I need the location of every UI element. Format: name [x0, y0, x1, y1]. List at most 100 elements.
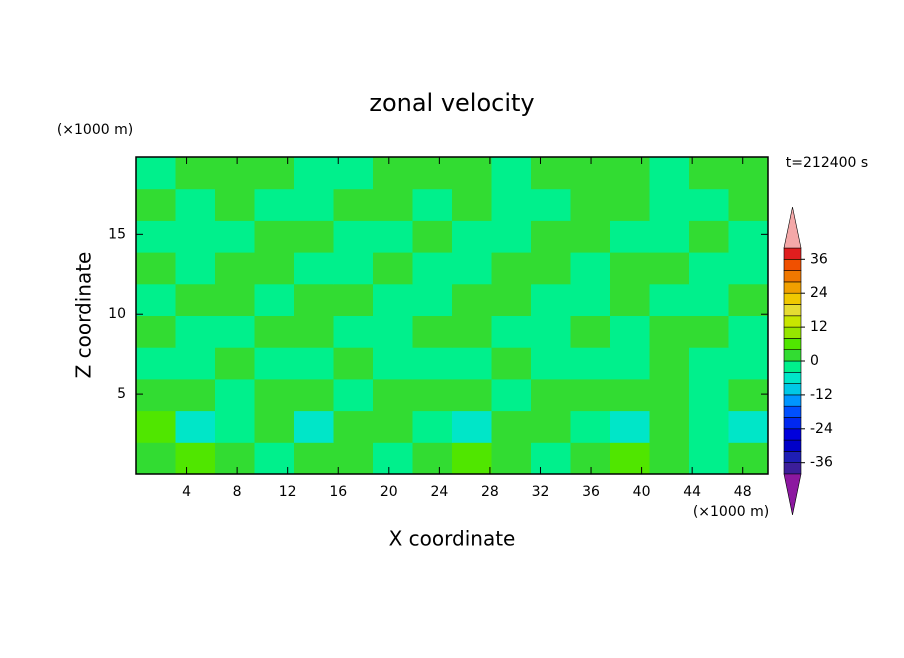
- colorbar-band: [783, 405, 802, 418]
- colorbar-tick-label: -24: [810, 421, 833, 437]
- contour-cell: [689, 283, 729, 316]
- contour-cell: [649, 252, 690, 285]
- contour-cell: [412, 378, 453, 412]
- colorbar-band: [783, 258, 802, 271]
- contour-cell: [333, 252, 374, 285]
- contour-cell: [491, 220, 532, 253]
- contour-cell: [531, 188, 571, 221]
- time-label: t=212400 s: [786, 155, 868, 171]
- contour-cell: [254, 220, 295, 253]
- contour-cell: [570, 347, 611, 380]
- contour-cell: [254, 157, 295, 190]
- contour-cell: [689, 410, 729, 443]
- contour-cell: [610, 188, 650, 221]
- contour-cell: [215, 378, 255, 412]
- contour-cell: [689, 378, 729, 412]
- contour-cell: [728, 410, 769, 443]
- contour-cell: [136, 378, 176, 412]
- contour-cell: [215, 315, 255, 348]
- colorbar-band: [783, 292, 802, 305]
- contour-cell: [412, 442, 453, 475]
- contour-cell: [333, 347, 374, 380]
- contour-cell: [570, 252, 611, 285]
- contour-cell: [531, 283, 571, 316]
- contour-cell: [649, 442, 690, 475]
- contour-cell: [452, 410, 492, 443]
- contour-cell: [689, 315, 729, 348]
- contour-cell: [254, 252, 295, 285]
- contour-cell: [373, 315, 413, 348]
- contour-cell: [728, 442, 769, 475]
- contour-cell: [175, 252, 216, 285]
- contour-cell: [175, 283, 216, 316]
- contour-cell: [649, 378, 690, 412]
- contour-cell: [689, 157, 729, 190]
- colorbar-low: [783, 473, 802, 516]
- y-tick-label: 5: [117, 386, 126, 402]
- contour-cell: [373, 410, 413, 443]
- contour-cell: [649, 410, 690, 443]
- contour-cell: [491, 188, 532, 221]
- contour-cell: [373, 252, 413, 285]
- contour-cell: [136, 188, 176, 221]
- contour-cell: [333, 188, 374, 221]
- x-tick-label: 16: [329, 484, 347, 500]
- contour-cell: [215, 220, 255, 253]
- colorbar-band: [783, 304, 802, 317]
- contour-cell: [649, 315, 690, 348]
- x-tick-label: 24: [430, 484, 448, 500]
- contour-cell: [136, 315, 176, 348]
- contour-cell: [254, 378, 295, 412]
- contour-cell: [412, 315, 453, 348]
- contour-cell: [491, 283, 532, 316]
- contour-cell: [531, 410, 571, 443]
- contour-cell: [175, 347, 216, 380]
- contour-cell: [294, 410, 334, 443]
- colorbar-band: [783, 281, 802, 294]
- contour-cell: [649, 220, 690, 253]
- contour-cell: [649, 283, 690, 316]
- colorbar-tick-label: 24: [810, 285, 828, 301]
- contour-cell: [610, 283, 650, 316]
- contour-cell: [294, 188, 334, 221]
- contour-cell: [610, 315, 650, 348]
- contour-cell: [412, 347, 453, 380]
- contour-cell: [649, 347, 690, 380]
- contour-cell: [215, 188, 255, 221]
- colorbar-band: [783, 270, 802, 283]
- contour-cell: [373, 188, 413, 221]
- contour-cell: [728, 188, 769, 221]
- contour-cell: [175, 442, 216, 475]
- contour-cell: [452, 442, 492, 475]
- contour-cell: [689, 347, 729, 380]
- contour-cell: [570, 157, 611, 190]
- colorbar-band: [783, 326, 802, 339]
- contour-cell: [215, 252, 255, 285]
- contour-cell: [570, 442, 611, 475]
- colorbar-band: [783, 349, 802, 362]
- contour-cell: [531, 347, 571, 380]
- x-tick-label: 28: [481, 484, 499, 500]
- contour-cell: [254, 188, 295, 221]
- colorbar-band: [783, 371, 802, 384]
- contour-cell: [531, 157, 571, 190]
- x-tick-label: 20: [380, 484, 398, 500]
- contour-cell: [491, 378, 532, 412]
- contour-cell: [452, 220, 492, 253]
- contour-cell: [610, 410, 650, 443]
- colorbar-tick-label: -36: [810, 455, 833, 471]
- colorbar-band: [783, 428, 802, 441]
- contour-cell: [373, 442, 413, 475]
- x-axis-label: X coordinate: [389, 527, 516, 551]
- y-axis-label: Z coordinate: [72, 252, 96, 379]
- contour-cell: [610, 252, 650, 285]
- contour-cell: [333, 442, 374, 475]
- x-tick-label: 44: [683, 484, 701, 500]
- contour-cell: [531, 252, 571, 285]
- contour-cell: [689, 220, 729, 253]
- contour-cell: [294, 283, 334, 316]
- contour-cell: [294, 442, 334, 475]
- contour-cell: [531, 315, 571, 348]
- colorbar-tick-label: 0: [810, 353, 819, 369]
